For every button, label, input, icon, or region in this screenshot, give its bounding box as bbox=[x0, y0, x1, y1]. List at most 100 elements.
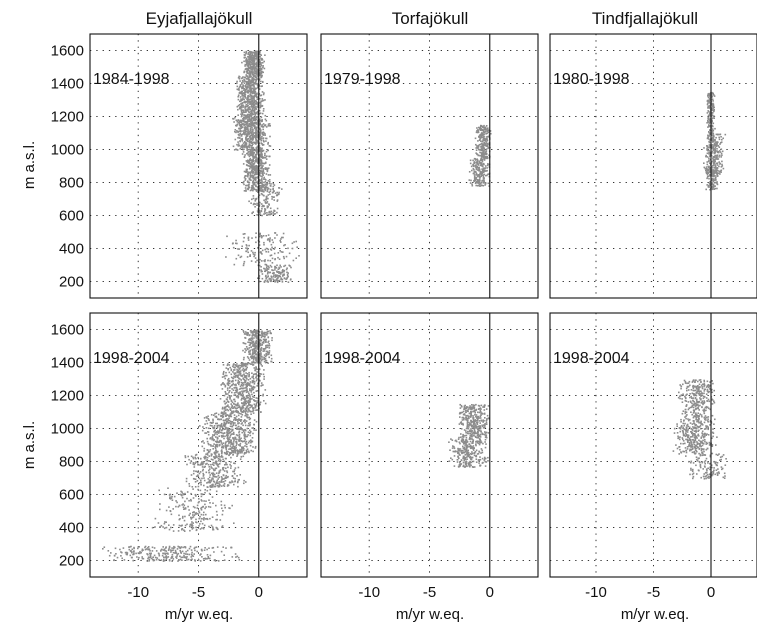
data-point bbox=[480, 174, 483, 177]
data-point bbox=[247, 120, 249, 122]
data-point bbox=[260, 179, 263, 181]
data-point bbox=[234, 364, 237, 366]
data-point bbox=[217, 478, 219, 480]
data-point bbox=[255, 134, 257, 136]
data-point bbox=[257, 74, 259, 76]
data-point bbox=[247, 86, 249, 89]
data-point bbox=[221, 443, 224, 446]
data-point bbox=[250, 95, 252, 97]
data-point bbox=[703, 147, 705, 149]
data-point bbox=[249, 424, 251, 426]
data-point bbox=[254, 351, 257, 354]
data-point bbox=[249, 401, 251, 403]
period-label: 1984-1998 bbox=[93, 71, 170, 88]
data-point bbox=[258, 275, 261, 277]
data-point bbox=[269, 259, 272, 262]
data-point bbox=[203, 450, 205, 452]
data-point bbox=[258, 194, 261, 196]
data-point bbox=[287, 281, 290, 283]
data-point bbox=[259, 51, 261, 53]
data-point bbox=[248, 341, 251, 344]
data-point bbox=[257, 50, 259, 53]
data-point bbox=[253, 126, 256, 128]
data-point bbox=[259, 188, 261, 190]
data-point bbox=[235, 441, 238, 444]
data-point bbox=[224, 428, 227, 430]
data-point bbox=[253, 202, 255, 205]
data-point bbox=[269, 279, 272, 282]
data-point bbox=[252, 175, 255, 177]
data-point bbox=[230, 415, 233, 418]
data-point bbox=[244, 141, 246, 143]
data-point bbox=[255, 139, 257, 141]
data-point bbox=[226, 476, 229, 479]
data-point bbox=[260, 266, 262, 268]
data-point bbox=[244, 233, 246, 235]
data-point bbox=[228, 391, 230, 394]
data-point bbox=[255, 83, 258, 85]
data-point bbox=[242, 367, 245, 370]
data-point bbox=[274, 258, 276, 261]
data-point bbox=[224, 384, 227, 387]
data-point bbox=[250, 440, 253, 443]
data-point bbox=[234, 375, 237, 377]
data-point bbox=[247, 174, 249, 177]
data-point bbox=[247, 171, 249, 173]
data-point bbox=[247, 116, 249, 118]
data-point bbox=[268, 277, 271, 280]
data-point bbox=[256, 361, 259, 364]
data-point bbox=[223, 419, 225, 422]
data-point bbox=[217, 474, 220, 477]
data-point bbox=[239, 107, 242, 110]
data-point bbox=[232, 383, 235, 385]
data-point bbox=[244, 128, 246, 130]
data-point bbox=[245, 244, 248, 246]
data-point bbox=[267, 344, 270, 347]
data-point bbox=[254, 346, 257, 348]
data-point bbox=[472, 167, 475, 170]
column-title-tindfjallajokull: Tindfjallajökull bbox=[592, 9, 698, 28]
data-point bbox=[714, 169, 716, 171]
data-point bbox=[279, 239, 281, 242]
data-point bbox=[270, 277, 273, 279]
data-point bbox=[252, 353, 255, 355]
data-point bbox=[265, 346, 267, 349]
data-point bbox=[238, 412, 241, 415]
data-point bbox=[278, 279, 281, 282]
data-point bbox=[210, 466, 212, 468]
data-point bbox=[270, 360, 273, 363]
data-point bbox=[247, 72, 249, 74]
data-point bbox=[227, 404, 229, 406]
data-point bbox=[242, 342, 245, 344]
data-point bbox=[229, 414, 232, 416]
data-point bbox=[243, 155, 246, 158]
data-point bbox=[261, 150, 264, 153]
data-point bbox=[710, 104, 713, 106]
data-point bbox=[209, 486, 212, 488]
data-point bbox=[255, 141, 257, 143]
data-point bbox=[242, 163, 245, 165]
data-point bbox=[259, 153, 261, 156]
data-point bbox=[228, 371, 231, 374]
data-point bbox=[252, 450, 254, 453]
data-point bbox=[258, 269, 261, 271]
data-point bbox=[242, 181, 244, 184]
data-point bbox=[719, 154, 721, 157]
data-point bbox=[261, 70, 263, 73]
data-point bbox=[248, 347, 251, 349]
data-point bbox=[250, 82, 252, 84]
data-point bbox=[483, 177, 485, 179]
data-point bbox=[260, 154, 263, 156]
data-point bbox=[268, 344, 271, 347]
data-point bbox=[246, 184, 248, 187]
data-point bbox=[259, 98, 261, 100]
data-point bbox=[254, 206, 256, 208]
data-point bbox=[227, 384, 230, 387]
data-point bbox=[479, 143, 481, 146]
data-point bbox=[249, 157, 252, 160]
data-point bbox=[706, 152, 709, 155]
data-point bbox=[231, 429, 234, 432]
data-point bbox=[247, 434, 249, 436]
data-point bbox=[223, 383, 226, 386]
data-point bbox=[286, 276, 288, 279]
